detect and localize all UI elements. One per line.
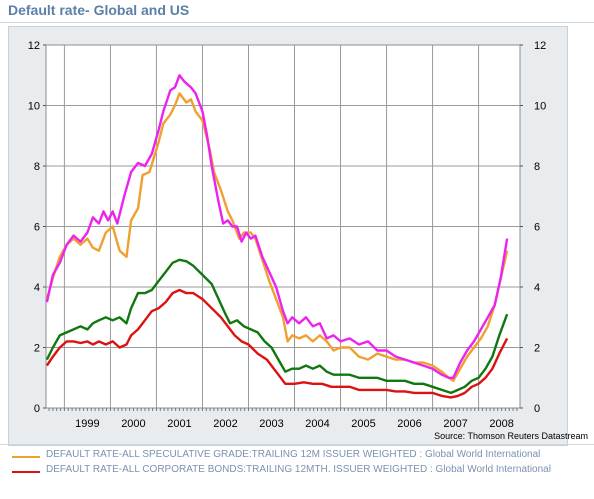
legend-swatch-red: [12, 471, 40, 473]
y-tick-label-left: 6: [34, 222, 40, 234]
series-lines: [45, 74, 509, 399]
y-tick-label-left: 8: [34, 161, 40, 173]
y-tick-label-left: 4: [34, 282, 40, 294]
x-tick-label: 2005: [351, 418, 375, 430]
series-line-0: [45, 92, 509, 382]
legend: DEFAULT RATE-ALL SPECULATIVE GRADE:TRAIL…: [0, 444, 594, 499]
series-line-2: [45, 74, 509, 379]
series-line-1: [45, 288, 509, 399]
x-tick-label: 2001: [167, 418, 191, 430]
y-tick-label-right: 0: [534, 403, 540, 415]
y-tick-label-left: 0: [34, 403, 40, 415]
x-tick-label: 2000: [121, 418, 145, 430]
y-tick-label-left: 12: [28, 40, 40, 52]
y-tick-label-right: 2: [534, 343, 540, 355]
series-line-3: [45, 258, 509, 395]
grid-lines: [46, 45, 520, 408]
x-axis: 1999 2000 2001 2002 2003 2004 2005 2006 2007 2008: [48, 408, 518, 430]
x-tick-label: 1999: [75, 418, 99, 430]
y-tick-label-left: 2: [34, 343, 40, 355]
y-tick-label-right: 8: [534, 161, 540, 173]
legend-swatch-orange: [12, 456, 40, 458]
source-note: Source: Thomson Reuters Datastream: [434, 431, 588, 441]
y-axis-right: 0 2 4 6 8 10 12: [534, 40, 546, 415]
chart-title: Default rate- Global and US: [8, 2, 190, 18]
legend-label: DEFAULT RATE-ALL SPECULATIVE GRADE:TRAIL…: [46, 449, 541, 460]
legend-item-corporate-bonds: DEFAULT RATE-ALL CORPORATE BONDS:TRAILIN…: [12, 464, 566, 475]
x-tick-label: 2002: [213, 418, 237, 430]
title-divider: [0, 22, 594, 23]
x-tick-label: 2007: [443, 418, 467, 430]
y-tick-label-right: 4: [534, 282, 540, 294]
x-tick-label: 2008: [489, 418, 513, 430]
x-tick-label: 2006: [397, 418, 421, 430]
line-chart: 0 2 4 6 8 10 12 0 2 4 6 8 10 12 1999 2000 2001 2002 2003…: [28, 40, 588, 441]
y-tick-label-right: 10: [534, 101, 546, 113]
y-axis-left: 0 2 4 6 8 10 12: [28, 40, 523, 415]
legend-item-speculative-grade: DEFAULT RATE-ALL SPECULATIVE GRADE:TRAIL…: [12, 449, 566, 460]
y-tick-label-left: 10: [28, 101, 40, 113]
x-tick-label: 2004: [305, 418, 329, 430]
y-tick-label-right: 6: [534, 222, 540, 234]
legend-label: DEFAULT RATE-ALL CORPORATE BONDS:TRAILIN…: [46, 464, 551, 475]
x-tick-label: 2003: [259, 418, 283, 430]
y-tick-label-right: 12: [534, 40, 546, 52]
